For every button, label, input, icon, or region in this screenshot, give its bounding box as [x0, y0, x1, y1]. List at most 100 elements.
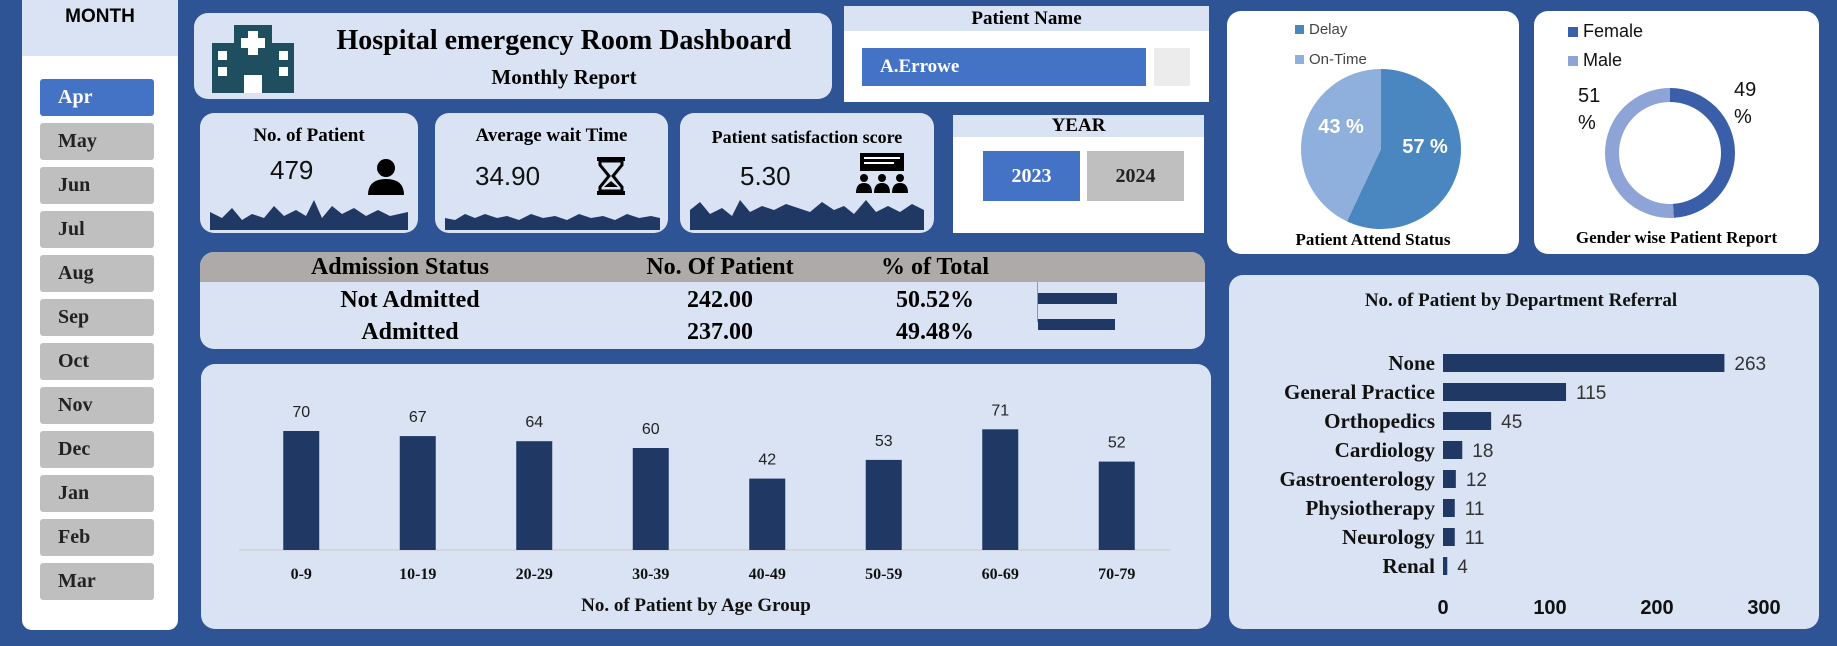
percent-bar [1038, 319, 1115, 330]
dashboard-title: Hospital emergency Room Dashboard [336, 25, 792, 56]
percent-total: 50.52% [896, 287, 974, 313]
column-header: No. Of Patient [646, 254, 794, 280]
category-label: Orthopedics [1324, 409, 1435, 433]
month-option-sep[interactable]: Sep [40, 299, 154, 336]
data-label: 71 [991, 402, 1009, 419]
column-header: % of Total [880, 254, 990, 280]
month-option-jul[interactable]: Jul [40, 211, 154, 248]
meeting-icon [856, 153, 908, 193]
age-bar-chart: 70 0-9 67 10-19 64 20-29 60 30-39 42 40-49 53 50-59… [239, 402, 1171, 616]
month-option-jun[interactable]: Jun [40, 167, 154, 204]
x-tick-label: 200 [1640, 597, 1673, 619]
attend-status-title: Patient Attend Status [1295, 230, 1451, 249]
age-bar-30-39 [632, 448, 669, 550]
dept-bar-orthopedics [1443, 412, 1492, 430]
dept-bar-physiotherapy [1443, 499, 1455, 517]
tick-label: 10-19 [399, 566, 436, 583]
data-label: 42 [758, 452, 776, 469]
age-bar-40-49 [749, 478, 786, 550]
dept-bar-gastroenterology [1443, 470, 1456, 488]
month-option-apr[interactable]: Apr [40, 79, 154, 116]
admission-table-header: Admission Status No. Of Patient % of Tot… [200, 252, 1205, 282]
age-bar-0-9 [283, 431, 320, 550]
year-option-2024[interactable]: 2024 [1087, 151, 1184, 201]
attend-status-chart: Delay On-Time 57 % 43 % Patient Attend S… [1227, 11, 1519, 254]
legend-delay: Delay [1295, 21, 1347, 38]
hourglass-icon [597, 157, 625, 195]
month-slicer: MONTH Apr May Jun Jul Aug Sep Oct Nov Dec Jan Feb M… [22, 0, 178, 630]
age-bar-60-69 [982, 429, 1019, 550]
kpi-label: No. of Patient [253, 125, 365, 146]
legend-female: Female [1568, 21, 1643, 42]
category-label: None [1388, 351, 1435, 375]
month-option-dec[interactable]: Dec [40, 431, 154, 468]
percent-total: 49.48% [896, 319, 974, 345]
tick-label: 70-79 [1098, 566, 1135, 583]
patient-name-option[interactable]: A.Errowe [862, 48, 1146, 86]
category-label: Gastroenterology [1279, 467, 1435, 491]
donut-slice-male [1605, 88, 1735, 218]
month-option-aug[interactable]: Aug [40, 255, 154, 292]
month-option-jan[interactable]: Jan [40, 475, 154, 512]
legend-male: Male [1568, 50, 1622, 71]
month-option-may[interactable]: May [40, 123, 154, 160]
age-bar-70-79 [1098, 461, 1135, 550]
category-label: Physiotherapy [1305, 496, 1435, 520]
month-option-feb[interactable]: Feb [40, 519, 154, 556]
sparkline [690, 200, 924, 230]
legend-on-time: On-Time [1295, 51, 1367, 68]
month-slicer-header: MONTH [22, 0, 178, 56]
dept-bar-general-practice [1443, 383, 1567, 401]
department-chart-title: No. of Patient by Department Referral [1365, 290, 1677, 311]
data-label: 70 [292, 404, 310, 421]
data-label: 45 [1501, 412, 1522, 433]
tick-label: 40-49 [749, 566, 786, 583]
data-label: 4 [1457, 557, 1468, 578]
data-label: 64 [525, 414, 543, 431]
kpi-value: 479 [270, 155, 314, 185]
data-label: 115 [1576, 383, 1606, 404]
admission-status: Not Admitted [340, 287, 480, 313]
month-option-oct[interactable]: Oct [40, 343, 154, 380]
age-bar-50-59 [865, 459, 902, 550]
age-bar-20-29 [516, 441, 553, 550]
category-label: Renal [1383, 554, 1436, 578]
patient-count: 237.00 [687, 319, 753, 345]
patient-count: 242.00 [687, 287, 753, 313]
patient-name-scroll[interactable] [1154, 48, 1190, 86]
patient-name-header: Patient Name [844, 6, 1209, 31]
year-option-2023[interactable]: 2023 [983, 151, 1080, 201]
hospital-icon [212, 25, 294, 93]
pie-slice-delay [1346, 69, 1461, 229]
data-label: 53 [875, 433, 893, 450]
age-chart-title: No. of Patient by Age Group [581, 595, 811, 616]
age-bar-10-19 [399, 436, 436, 550]
kpi-value: 34.90 [475, 161, 541, 191]
dept-bar-none [1443, 354, 1725, 372]
data-label: 263 [1734, 354, 1766, 375]
year-slicer-header: YEAR [953, 115, 1204, 137]
kpi-card-patients: No. of Patient 479 [200, 113, 418, 233]
donut-label-male: 51 % [1578, 85, 1601, 134]
tick-label: 50-59 [865, 566, 902, 583]
month-option-nov[interactable]: Nov [40, 387, 154, 424]
dept-bar-neurology [1443, 528, 1455, 546]
pie-label-on-time: 43 % [1318, 116, 1364, 138]
sparkline [445, 214, 660, 230]
pie-chart: 57 % 43 % [1301, 69, 1461, 229]
category-label: Neurology [1342, 525, 1435, 549]
patient-name-slicer: Patient Name A.Errowe [844, 6, 1209, 102]
admission-status: Admitted [361, 319, 459, 345]
year-slicer: YEAR 2023 2024 [953, 115, 1204, 233]
tick-label: 20-29 [516, 566, 553, 583]
dept-bar-cardiology [1443, 441, 1463, 459]
sparkline [210, 200, 408, 230]
pie-label-delay: 57 % [1402, 136, 1448, 158]
month-option-mar[interactable]: Mar [40, 563, 154, 600]
donut-label-female: 49 % [1734, 79, 1757, 128]
kpi-card-wait-time: Average wait Time 34.90 [435, 113, 668, 233]
data-label: 60 [642, 421, 660, 438]
x-tick-label: 100 [1533, 597, 1566, 619]
dept-bar-renal [1443, 557, 1448, 575]
kpi-label: Average wait Time [475, 125, 628, 146]
